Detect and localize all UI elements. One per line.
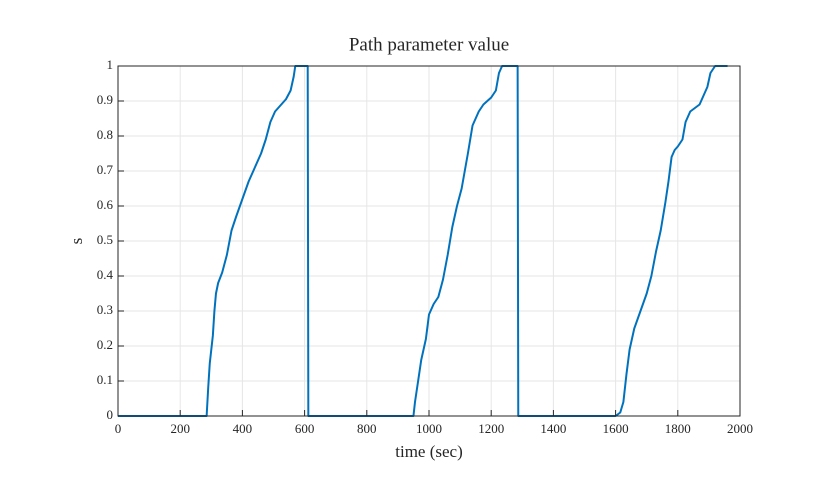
data-line [118, 65, 728, 417]
x-tick-label: 1400 [540, 421, 566, 436]
x-tick-label: 1600 [603, 421, 629, 436]
y-tick-label: 0.3 [97, 302, 113, 317]
y-tick-label: 0.6 [97, 197, 114, 212]
x-tick-label: 200 [170, 421, 190, 436]
x-tick-label: 600 [295, 421, 315, 436]
y-tick-label: 0.7 [97, 162, 114, 177]
x-tick-label: 1200 [478, 421, 504, 436]
x-axis-label: time (sec) [395, 442, 463, 461]
y-tick-label: 1 [107, 57, 114, 72]
x-tick-label: 1000 [416, 421, 442, 436]
x-tick-label: 1800 [665, 421, 691, 436]
y-tick-label: 0 [107, 407, 114, 422]
chart-title: Path parameter value [349, 34, 509, 55]
y-tick-label: 0.4 [97, 267, 114, 282]
y-tick-label: 0.9 [97, 92, 113, 107]
y-tick-label: 0.8 [97, 127, 113, 142]
x-tick-label: 400 [233, 421, 253, 436]
x-tick-label: 0 [115, 421, 122, 436]
y-tick-label: 0.5 [97, 232, 113, 247]
y-tick-label: 0.2 [97, 337, 113, 352]
y-tick-label: 0.1 [97, 372, 113, 387]
x-tick-label: 2000 [727, 421, 753, 436]
y-axis-label: s [67, 238, 86, 245]
x-tick-label: 800 [357, 421, 377, 436]
lines [118, 65, 728, 417]
